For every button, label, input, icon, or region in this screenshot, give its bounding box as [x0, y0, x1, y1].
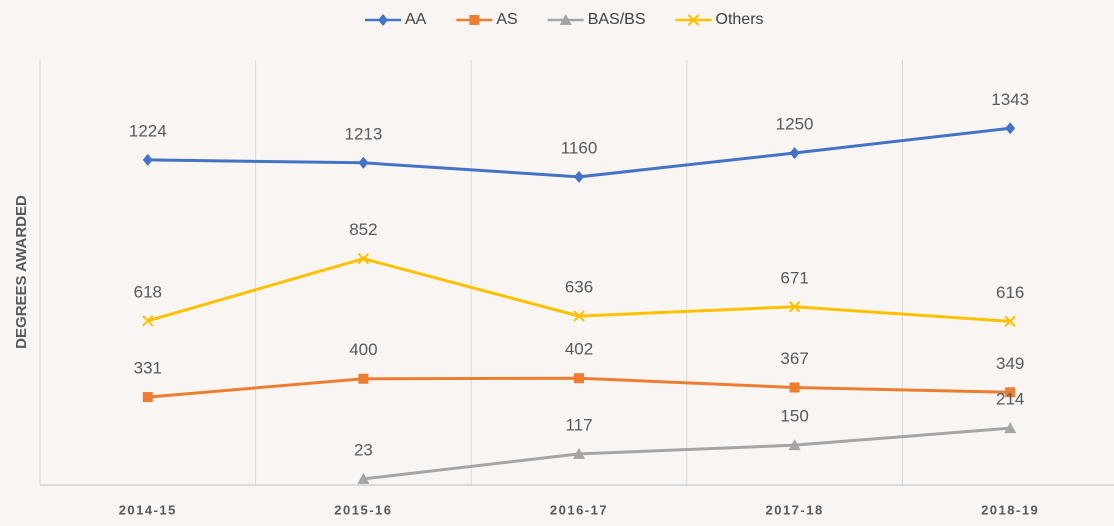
legend-marker [687, 14, 700, 26]
legend-label: Others [716, 11, 764, 28]
data-label: 400 [349, 340, 377, 359]
point [1005, 387, 1016, 398]
data-label: 367 [780, 349, 808, 368]
data-label: 150 [780, 407, 808, 426]
y-axis-label: DEGREES AWARDED [13, 195, 30, 349]
data-label: 117 [565, 415, 592, 434]
data-label: 1250 [776, 114, 814, 133]
point [788, 439, 801, 451]
point [788, 301, 801, 313]
point [574, 373, 584, 384]
x-tick-label: 2014-15 [119, 502, 177, 517]
point [1004, 422, 1017, 434]
point [574, 170, 584, 183]
point [573, 447, 585, 459]
data-label: 402 [565, 340, 593, 359]
point [142, 153, 153, 166]
point [573, 310, 585, 322]
point [142, 392, 153, 403]
legend-marker [469, 15, 480, 25]
data-label: 636 [565, 278, 593, 297]
x-tick-label: 2016-17 [550, 502, 608, 517]
x-tick-label: 2015-16 [334, 502, 392, 517]
data-label: 331 [134, 359, 162, 378]
point [358, 373, 369, 384]
point [789, 382, 800, 393]
x-tick-label: 2017-18 [765, 502, 823, 517]
x-tick-label: 2018-19 [981, 502, 1039, 517]
point [1005, 122, 1016, 135]
data-label: 671 [780, 268, 808, 287]
legend-label: BAS/BS [588, 11, 646, 28]
series-line [363, 426, 1011, 481]
data-label: 214 [996, 390, 1024, 409]
legend-label: AA [405, 11, 427, 28]
data-label: 1160 [561, 138, 598, 157]
legend-marker [378, 14, 388, 26]
data-label: 1224 [129, 121, 167, 140]
point [357, 472, 370, 484]
point [357, 252, 370, 265]
data-label: 852 [349, 220, 377, 239]
point [789, 146, 800, 159]
data-label: 23 [354, 440, 373, 459]
point [142, 315, 154, 327]
data-label: 616 [996, 283, 1024, 302]
data-label: 1343 [991, 90, 1029, 109]
point [358, 156, 369, 169]
data-label: 618 [134, 282, 162, 301]
data-label: 349 [996, 354, 1024, 373]
legend-label: AS [496, 11, 517, 28]
point [1004, 315, 1016, 328]
legend-marker [559, 14, 572, 25]
data-label: 1213 [344, 124, 382, 143]
